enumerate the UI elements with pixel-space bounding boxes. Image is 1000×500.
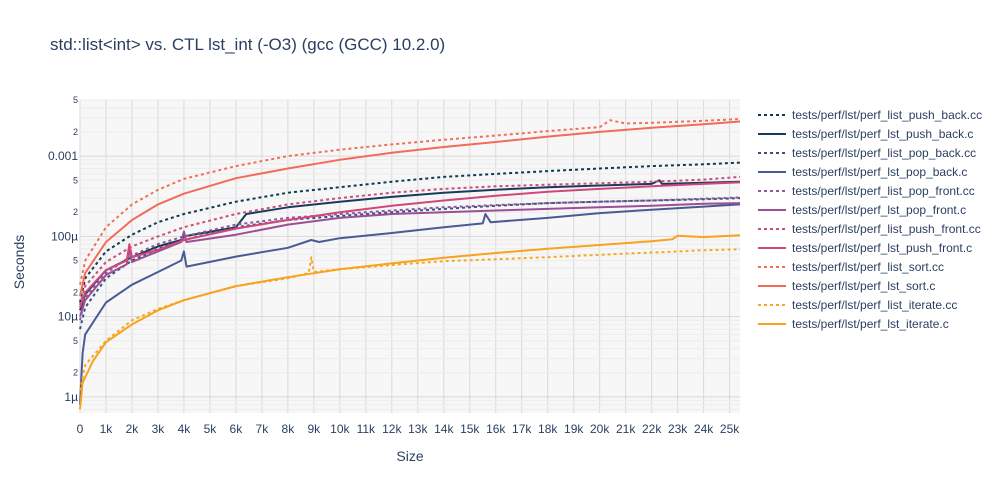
legend-item-label[interactable]: tests/perf/lst/perf_lst_push_back.c	[792, 127, 973, 141]
x-axis-title: Size	[396, 448, 423, 464]
series-line-7	[79, 175, 741, 306]
series-line-8	[79, 181, 741, 308]
legend-item-label[interactable]: tests/perf/lst/perf_lst_pop_back.c	[792, 165, 967, 179]
series-line-11	[79, 248, 741, 391]
x-tick-label: 2k	[126, 422, 140, 436]
x-tick-label: 23k	[668, 422, 688, 436]
legend-item-label[interactable]: tests/perf/lst/perf_list_push_back.cc	[792, 108, 982, 122]
legend-item-label[interactable]: tests/perf/lst/perf_lst_pop_front.c	[792, 203, 966, 217]
x-tick-label: 11k	[357, 422, 376, 436]
series-line-1	[79, 161, 741, 303]
y-axis-title: Seconds	[11, 235, 27, 289]
plot-area	[80, 100, 740, 413]
x-tick-label: 24k	[694, 422, 714, 436]
x-tick-label: 14k	[434, 422, 454, 436]
x-tick-label: 3k	[152, 422, 166, 436]
y-minor-tick-label: 2	[73, 127, 78, 137]
x-tick-label: 20k	[590, 422, 610, 436]
x-tick-label: 12k	[382, 422, 402, 436]
y-tick-label: 10µ	[58, 310, 78, 324]
x-tick-label: 25k	[720, 422, 740, 436]
y-minor-tick-label: 5	[73, 256, 78, 266]
series-line-9	[79, 118, 741, 285]
legend: tests/perf/lst/perf_list_push_back.cctes…	[758, 108, 982, 331]
x-tick-label: 1k	[100, 422, 114, 436]
y-minor-tick-label: 5	[73, 175, 78, 185]
legend-item-label[interactable]: tests/perf/lst/perf_lst_sort.c	[792, 279, 935, 293]
grid-lines	[79, 99, 740, 413]
x-tick-label: 5k	[204, 422, 218, 436]
y-axis-ticks: 1µ 10µ 100µ 0.001 2 5 2 5 2 5 2 5	[48, 95, 78, 404]
x-tick-label: 18k	[538, 422, 558, 436]
chart-title: std::list<int> vs. CTL lst_int (-O3) (gc…	[50, 35, 445, 54]
x-axis-ticks: 0 1k 2k 3k 4k 5k 6k 7k 8k 9k 10k 11k 12k 13k 14k 15k 16k…	[77, 422, 741, 436]
x-tick-label: 22k	[642, 422, 662, 436]
series-lines	[79, 118, 741, 410]
series-line-5	[79, 196, 741, 321]
x-tick-label: 16k	[486, 422, 506, 436]
legend-item-label[interactable]: tests/perf/lst/perf_list_push_front.cc	[792, 222, 981, 236]
y-minor-tick-label: 2	[73, 287, 78, 297]
series-line-10	[79, 120, 741, 297]
x-tick-label: 17k	[512, 422, 532, 436]
x-tick-label: 7k	[256, 422, 270, 436]
x-tick-label: 8k	[282, 422, 296, 436]
y-minor-tick-label: 2	[73, 207, 78, 217]
x-tick-label: 15k	[460, 422, 480, 436]
series-line-4	[79, 203, 741, 405]
y-minor-tick-label: 5	[73, 95, 78, 105]
y-tick-label: 0.001	[48, 149, 78, 163]
x-tick-label: 0	[77, 422, 84, 436]
y-minor-tick-label: 5	[73, 336, 78, 346]
legend-item-label[interactable]: tests/perf/lst/perf_list_iterate.cc	[792, 298, 957, 312]
y-tick-label: 1µ	[64, 390, 78, 404]
x-tick-label: 4k	[178, 422, 192, 436]
y-minor-tick-label: 2	[73, 368, 78, 378]
x-tick-label: 9k	[308, 422, 322, 436]
legend-item-label[interactable]: tests/perf/lst/perf_list_pop_front.cc	[792, 184, 975, 198]
y-tick-label: 100µ	[51, 229, 78, 243]
legend-item-label[interactable]: tests/perf/lst/perf_list_pop_back.cc	[792, 146, 976, 160]
x-tick-label: 19k	[564, 422, 584, 436]
legend-item-label[interactable]: tests/perf/lst/perf_lst_iterate.c	[792, 317, 949, 331]
legend-item-label[interactable]: tests/perf/lst/perf_list_sort.cc	[792, 260, 944, 274]
legend-item-label[interactable]: tests/perf/lst/perf_lst_push_front.c	[792, 241, 972, 255]
x-tick-label: 6k	[230, 422, 244, 436]
x-tick-label: 10k	[330, 422, 350, 436]
series-line-12	[79, 234, 741, 410]
x-tick-label: 13k	[408, 422, 428, 436]
x-tick-label: 21k	[616, 422, 636, 436]
